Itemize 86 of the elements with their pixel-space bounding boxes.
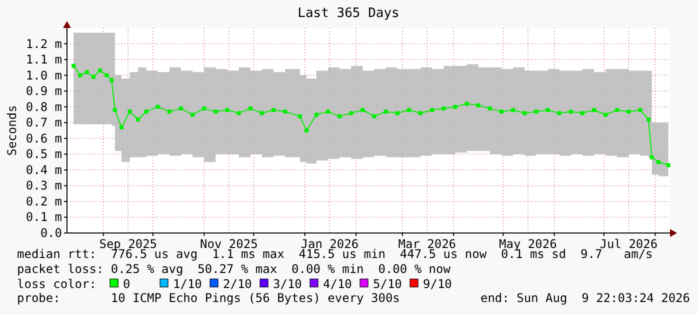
text: 1/10 [173, 277, 202, 291]
point [656, 160, 660, 164]
point [372, 114, 376, 118]
point [604, 112, 608, 117]
point [615, 108, 620, 112]
point [202, 106, 206, 110]
point [272, 108, 276, 112]
point [72, 64, 76, 68]
point [580, 111, 584, 116]
point [557, 111, 562, 116]
point [104, 73, 109, 78]
point [260, 111, 264, 116]
point [304, 128, 309, 132]
point [78, 73, 82, 78]
point [283, 110, 288, 114]
point [326, 110, 330, 114]
point [236, 111, 241, 116]
y-tick-label: 0.6 m [26, 131, 62, 146]
point [666, 163, 670, 168]
point [360, 108, 365, 112]
point [592, 108, 596, 112]
point [98, 68, 102, 73]
point [406, 108, 411, 112]
point [314, 112, 318, 117]
y-tick-label: 0.8 m [26, 100, 62, 114]
y-tick-label: 0.4 m [26, 162, 62, 177]
y-tick-label: 1.0 m [26, 68, 62, 82]
text: loss color: [17, 277, 96, 291]
point [91, 74, 96, 79]
y-tick-label: 1.2 m [26, 36, 62, 51]
y-tick-label: 0.1 m [26, 210, 62, 224]
point [338, 114, 342, 118]
text: packet loss: 0.25 % avg 50.27 % max 0.00 % min 0.00 % now [17, 262, 452, 276]
point [453, 104, 458, 109]
y-axis-title: Seconds [5, 105, 19, 156]
x-tick-label: May 2026 [499, 237, 557, 251]
point [349, 111, 354, 116]
text: 0 [123, 277, 130, 291]
point [638, 108, 642, 112]
point [110, 78, 114, 82]
point [499, 110, 504, 114]
y-tick-label: 0.3 m [26, 178, 62, 193]
point [488, 106, 492, 110]
point [546, 108, 550, 112]
point [156, 104, 160, 109]
y-tick-label: 0.0 [40, 226, 62, 240]
point [298, 114, 302, 118]
y-tick-label: 1.1 m [26, 52, 62, 67]
text: 2/10 [223, 277, 252, 291]
point [646, 117, 651, 122]
point [395, 111, 400, 116]
point [476, 103, 480, 108]
y-tick-label: 0.5 m [26, 147, 62, 162]
point [384, 110, 388, 114]
text: 4/10 [323, 277, 352, 291]
point [442, 106, 446, 110]
point [120, 125, 124, 130]
y-tick-label: 0.7 m [26, 116, 62, 130]
point [167, 110, 172, 114]
point [144, 110, 148, 114]
point [128, 110, 132, 114]
point [178, 106, 183, 110]
point [418, 111, 423, 116]
point [464, 102, 469, 106]
point [214, 110, 218, 114]
chart-title: Last 365 Days [298, 6, 400, 21]
point [511, 108, 516, 112]
point [626, 110, 631, 114]
text: 9/10 [423, 277, 452, 291]
point [522, 111, 527, 116]
point [190, 112, 195, 117]
y-tick-label: 0.9 m [26, 84, 62, 98]
point [534, 110, 538, 114]
point [430, 108, 434, 112]
text: probe: 10 ICMP Echo Pings (56 Bytes) every 300s [17, 291, 400, 305]
point [248, 106, 252, 110]
point [568, 110, 573, 114]
point [112, 108, 117, 112]
point [84, 70, 89, 74]
text: end: Sun Aug 9 22:03:24 2026 [480, 291, 690, 305]
point [650, 155, 654, 160]
text: 5/10 [373, 277, 402, 291]
y-tick-label: 0.2 m [26, 194, 62, 208]
text: 3/10 [273, 277, 302, 291]
point [225, 108, 230, 112]
point [136, 117, 140, 122]
